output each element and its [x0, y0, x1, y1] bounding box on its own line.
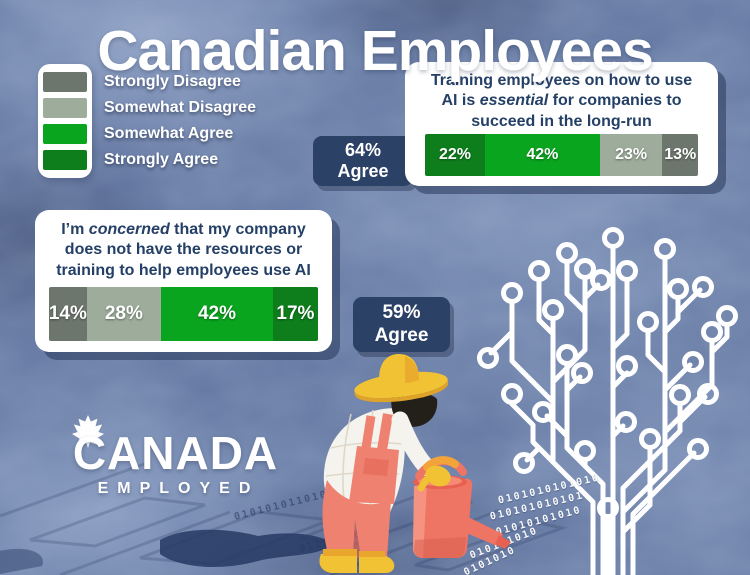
- agree-badge: 64% Agree: [313, 136, 413, 186]
- legend: Strongly Disagree Somewhat Disagree Some…: [38, 64, 256, 178]
- stacked-bar-chart: 14% 28% 42% 17%: [49, 287, 318, 341]
- question-text-pre: I’m: [61, 221, 89, 238]
- agree-percent: 59%: [382, 302, 421, 324]
- agree-word: Agree: [337, 161, 389, 181]
- question-text-emphasis: essential: [479, 92, 549, 110]
- bar-segment-strongly-disagree: 13%: [662, 134, 698, 176]
- survey-question-text: I’m concerned that my company does not h…: [49, 220, 318, 281]
- agree-badge: 59% Agree: [353, 297, 450, 352]
- bar-segment-strongly-agree: 22%: [425, 134, 486, 176]
- survey-card-concerned-resources: I’m concerned that my company does not h…: [35, 210, 332, 352]
- overall-bib: [349, 446, 399, 504]
- farmer-boot: [319, 554, 357, 573]
- legend-label: Somewhat Agree: [104, 125, 234, 142]
- farmer-boot: [359, 555, 395, 573]
- canada-employed-logo: CANADA EMPLOYED: [58, 414, 293, 498]
- bar-segment-strongly-agree: 17%: [272, 287, 318, 341]
- legend-swatch-somewhat-agree: [43, 124, 87, 144]
- legend-label: Somewhat Disagree: [104, 99, 257, 116]
- logo-tagline: EMPLOYED: [97, 480, 260, 497]
- farmer-watering-illustration: [319, 354, 511, 573]
- bar-segment-somewhat-agree: 42%: [485, 134, 600, 176]
- legend-labels: Strongly Disagree Somewhat Disagree Some…: [104, 64, 256, 170]
- agree-word: Agree: [374, 324, 429, 346]
- question-text-emphasis: concerned: [88, 221, 170, 238]
- legend-swatch-somewhat-disagree: [43, 98, 87, 118]
- legend-label: Strongly Agree: [104, 151, 219, 168]
- legend-label: Strongly Disagree: [104, 73, 241, 90]
- logo-name: CANADA: [72, 427, 279, 479]
- bar-segment-somewhat-disagree: 28%: [86, 287, 162, 341]
- legend-swatch-card: [38, 64, 92, 178]
- stacked-bar-chart: 22% 42% 23% 13%: [425, 134, 698, 176]
- bar-segment-somewhat-agree: 42%: [161, 287, 273, 341]
- legend-swatch-strongly-disagree: [43, 72, 87, 92]
- legend-swatch-strongly-agree: [43, 150, 87, 170]
- bar-segment-somewhat-disagree: 23%: [599, 134, 663, 176]
- agree-percent: 64%: [344, 139, 382, 160]
- bar-segment-strongly-disagree: 14%: [49, 287, 87, 341]
